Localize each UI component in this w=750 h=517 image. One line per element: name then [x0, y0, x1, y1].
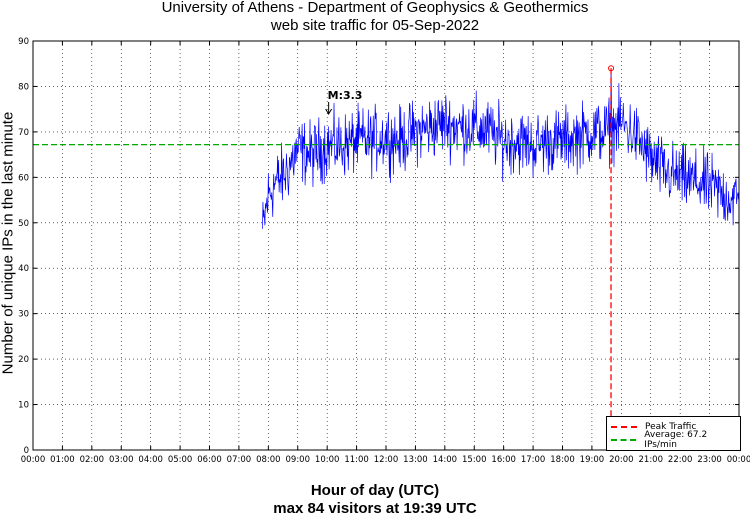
- y-tick-label: 20: [18, 355, 29, 365]
- y-tick-label: 10: [18, 401, 29, 411]
- x-tick-label: 10:00: [315, 455, 340, 465]
- legend-item-average: Average: 67.2 IPs/min: [611, 430, 740, 450]
- x-tick-label: 13:00: [403, 455, 428, 465]
- x-tick-label: 03:00: [109, 455, 134, 465]
- plot-frame: [32, 40, 740, 451]
- y-tick-label: 0: [24, 446, 29, 456]
- y-tick-label: 50: [18, 219, 29, 229]
- x-tick-label: 09:00: [286, 455, 311, 465]
- y-tick-label: 80: [18, 82, 29, 92]
- max-visitors-summary: max 84 visitors at 19:39 UTC: [273, 500, 477, 517]
- x-tick-label: 21:00: [639, 455, 664, 465]
- chart-title-line1: University of Athens - Department of Geo…: [161, 0, 589, 16]
- legend-swatch-peak: [611, 426, 637, 428]
- x-tick-label: 05:00: [168, 455, 193, 465]
- x-tick-label: 11:00: [344, 455, 369, 465]
- legend-item-peak: Peak Traffic: [611, 421, 696, 433]
- x-tick-label: 07:00: [227, 455, 252, 465]
- x-tick-label: 23:00: [697, 455, 722, 465]
- x-tick-label: 04:00: [138, 455, 163, 465]
- x-tick-label: 16:00: [491, 455, 516, 465]
- legend: Peak Traffic Average: 67.2 IPs/min: [606, 416, 741, 451]
- x-tick-label: 00:00: [21, 455, 46, 465]
- annotation-arrow-head: [325, 108, 333, 115]
- legend-label-average: Average: 67.2 IPs/min: [644, 430, 708, 450]
- x-tick-label: 00:00: [727, 455, 750, 465]
- x-tick-label: 18:00: [550, 455, 575, 465]
- x-tick-label: 14:00: [433, 455, 458, 465]
- y-tick-label: 70: [18, 128, 29, 138]
- x-tick-label: 02:00: [80, 455, 105, 465]
- x-tick-label: 22:00: [668, 455, 693, 465]
- x-axis-label: Hour of day (UTC): [310, 482, 440, 499]
- chart-title-line2: web site traffic for 05-Sep-2022: [270, 17, 480, 34]
- y-tick-label: 60: [18, 173, 29, 183]
- x-tick-label: 17:00: [521, 455, 546, 465]
- x-tick-label: 15:00: [462, 455, 487, 465]
- x-tick-label: 20:00: [609, 455, 634, 465]
- x-tick-label: 06:00: [197, 455, 222, 465]
- peak-marker: [608, 65, 615, 72]
- y-tick-label: 40: [18, 264, 29, 274]
- y-tick-label: 90: [18, 37, 29, 47]
- x-tick-label: 19:00: [580, 455, 605, 465]
- x-tick-label: 08:00: [256, 455, 281, 465]
- legend-label-peak: Peak Traffic: [645, 422, 697, 432]
- traffic-series-line: [262, 68, 740, 229]
- annotation-label: M:3.3: [328, 89, 363, 102]
- x-tick-label: 01:00: [50, 455, 75, 465]
- y-tick-label: 30: [18, 310, 29, 320]
- legend-swatch-average: [611, 439, 637, 441]
- x-tick-label: 12:00: [374, 455, 399, 465]
